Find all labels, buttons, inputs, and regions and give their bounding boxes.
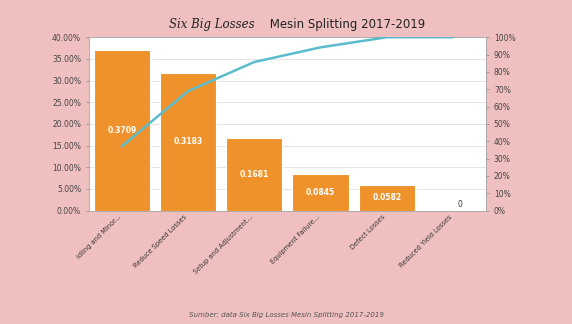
Text: 0.3183: 0.3183 — [173, 137, 202, 146]
Bar — [160, 73, 216, 211]
Text: Equipment Failure...: Equipment Failure... — [269, 214, 320, 265]
Bar — [292, 174, 349, 211]
Bar — [94, 50, 150, 211]
Text: Reduced Yield Losses: Reduced Yield Losses — [398, 214, 453, 269]
Text: 0.3709: 0.3709 — [107, 126, 136, 135]
Text: Defect Losses: Defect Losses — [350, 214, 387, 251]
Bar — [226, 138, 283, 211]
Text: Sumber: data Six Big Losses Mesin Splitting 2017-2019: Sumber: data Six Big Losses Mesin Splitt… — [189, 312, 383, 318]
Text: Idling and Minor...: Idling and Minor... — [76, 214, 122, 260]
Text: 0.0582: 0.0582 — [372, 193, 402, 202]
Text: 0.0845: 0.0845 — [306, 188, 335, 197]
Text: Reduce Speed Losses: Reduce Speed Losses — [133, 214, 188, 269]
Text: Mesin Splitting 2017-2019: Mesin Splitting 2017-2019 — [266, 18, 425, 31]
Text: 0.1681: 0.1681 — [240, 170, 269, 179]
Bar — [359, 185, 415, 211]
Text: Setup and Adjustment...: Setup and Adjustment... — [193, 214, 255, 275]
Text: 0: 0 — [457, 200, 462, 209]
Text: Six Big Losses: Six Big Losses — [169, 18, 255, 31]
